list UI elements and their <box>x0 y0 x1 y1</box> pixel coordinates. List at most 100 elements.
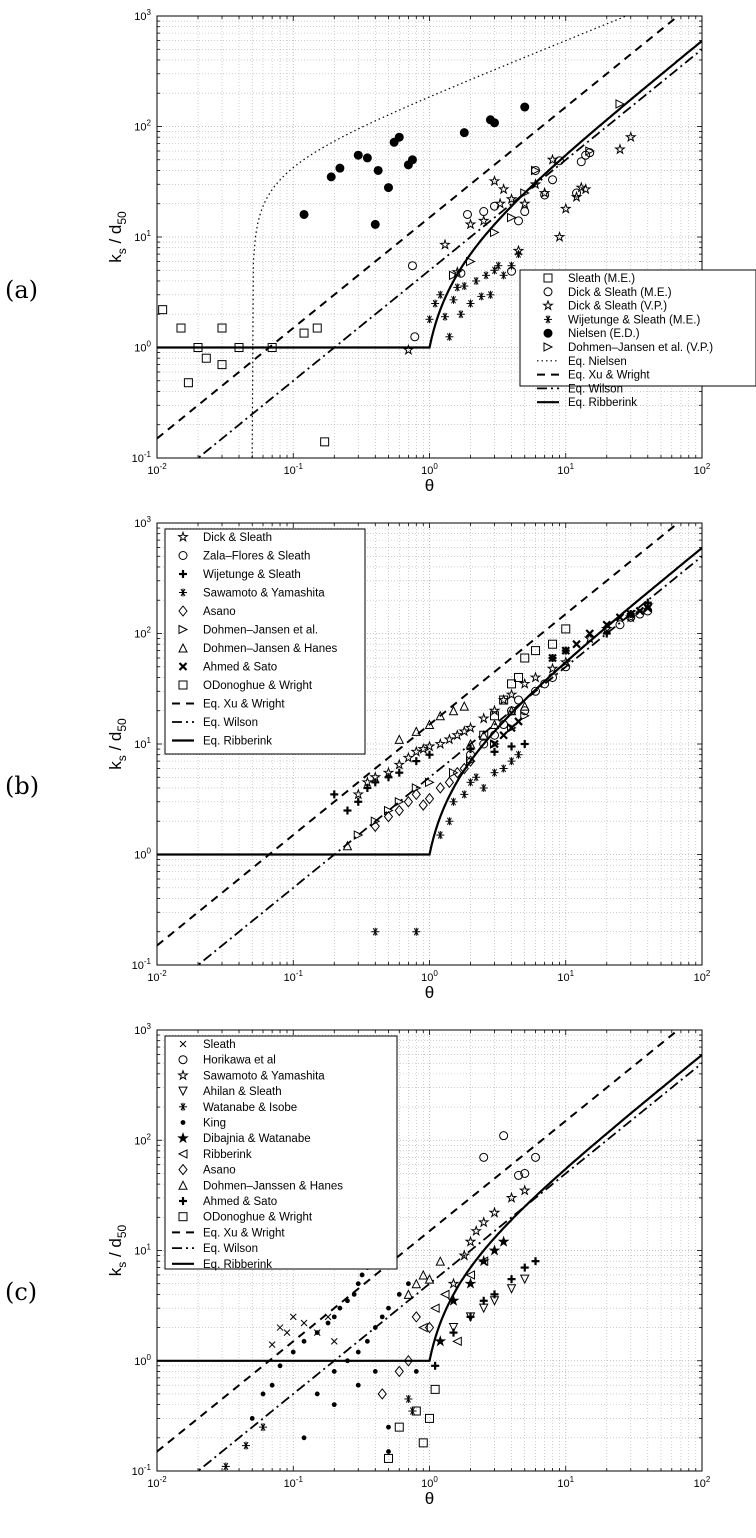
data-points <box>158 99 637 447</box>
data-point <box>452 1336 462 1347</box>
data-point <box>490 747 499 756</box>
legend-entry: Sleath (M.E.) <box>568 273 635 285</box>
legend-entry: Asano <box>203 606 236 618</box>
data-point <box>499 764 508 773</box>
data-point <box>439 1289 450 1300</box>
data-point <box>460 282 469 291</box>
legend-marker <box>178 1163 188 1176</box>
data-point <box>451 265 464 278</box>
series-dohmen-jansen-et-al-v-p- <box>448 99 626 281</box>
legend-marker <box>177 530 189 542</box>
data-point <box>520 740 529 748</box>
curve-eq-wilson <box>196 555 702 965</box>
data-point <box>579 183 592 195</box>
data-point <box>424 1321 435 1334</box>
curve-eq-wilson <box>196 1062 702 1471</box>
data-point <box>561 646 571 655</box>
data-point <box>494 197 506 209</box>
legend: Sleath (M.E.) Dick & Sleath (M.E.) Dick & … <box>519 269 756 409</box>
data-point <box>466 745 475 754</box>
data-point <box>439 238 451 250</box>
data-point <box>531 646 541 656</box>
data-point <box>460 790 469 799</box>
data-point <box>364 1338 370 1344</box>
data-point <box>345 1358 350 1364</box>
data-point <box>417 742 430 755</box>
x-tick-label: 100 <box>421 462 438 477</box>
x-tick-label: 101 <box>557 969 574 984</box>
data-point <box>424 1274 435 1284</box>
x-tick-label: 10-1 <box>284 969 304 984</box>
data-point <box>514 216 524 226</box>
data-point <box>383 805 394 816</box>
data-point <box>372 1369 378 1374</box>
data-point <box>418 1438 428 1448</box>
panel-c: (c) 10-2 10-1 100 101 10210-1100101102103θks… <box>5 1022 711 1508</box>
data-point <box>505 688 518 700</box>
y-tick-label: 10-1 <box>132 957 152 972</box>
panel-a: (a) 10-2 10-1 100 101 10210-1100101102103θks… <box>5 8 756 495</box>
series-wijetunge-sleath <box>330 598 652 815</box>
data-point <box>354 797 363 806</box>
data-point <box>407 261 417 271</box>
data-point <box>479 730 489 740</box>
data-point <box>540 190 550 200</box>
legend-marker <box>543 273 553 283</box>
data-point <box>555 156 565 166</box>
x-tick-label: 100 <box>421 969 438 984</box>
data-point <box>299 209 309 219</box>
data-point <box>343 806 352 815</box>
data-point <box>425 750 434 759</box>
legend-entry: Eq. Xu & Wright <box>203 699 285 711</box>
legend-entry: Eq. Xu & Wright <box>203 1227 285 1239</box>
data-point <box>490 118 500 128</box>
legend-entry: Dick & Sleath (V.P.) <box>568 301 667 313</box>
legend-marker <box>179 1102 187 1111</box>
data-point <box>370 816 381 827</box>
data-point <box>561 662 571 672</box>
data-point <box>362 153 372 163</box>
data-point <box>624 130 637 143</box>
data-point <box>402 343 415 355</box>
data-point <box>372 1325 378 1330</box>
data-point <box>404 1394 413 1403</box>
legend-entry: Eq. Wilson <box>203 1243 258 1255</box>
data-point <box>540 679 550 689</box>
legend-marker <box>179 588 187 597</box>
y-tick-label: 102 <box>134 626 151 641</box>
data-point <box>602 620 612 630</box>
legend-entry: ODonoghue & Wright <box>203 1212 313 1224</box>
data-point <box>193 343 203 352</box>
data-point <box>490 768 499 777</box>
data-point <box>301 1338 307 1344</box>
data-point <box>425 777 435 788</box>
data-point <box>546 662 559 674</box>
y-tick-label: 10-1 <box>132 1463 152 1478</box>
data-point <box>449 797 458 806</box>
data-point <box>490 266 499 275</box>
data-point <box>488 704 501 716</box>
data-point <box>403 795 414 808</box>
curve-eq-wilson <box>196 48 702 458</box>
data-point <box>418 799 428 811</box>
legend-entry: Wijetunge & Sleath (M.E.) <box>568 314 700 326</box>
data-point <box>249 1415 255 1421</box>
data-point <box>548 175 558 185</box>
data-point <box>221 1462 230 1471</box>
data-point <box>479 783 488 792</box>
data-point <box>269 1382 275 1388</box>
y-axis-label: ks / d50 <box>106 211 129 263</box>
data-point <box>435 710 446 721</box>
legend-entry: Eq. Nielsen <box>568 356 627 368</box>
data-point <box>466 256 476 267</box>
data-point <box>383 810 394 823</box>
data-point <box>488 175 501 187</box>
legend-entry: Dohmen–Jansen et al. (V.P.) <box>568 342 713 354</box>
data-point <box>394 1422 404 1432</box>
data-point <box>337 1305 343 1311</box>
data-point <box>531 1257 540 1266</box>
legend-box <box>164 1035 398 1270</box>
